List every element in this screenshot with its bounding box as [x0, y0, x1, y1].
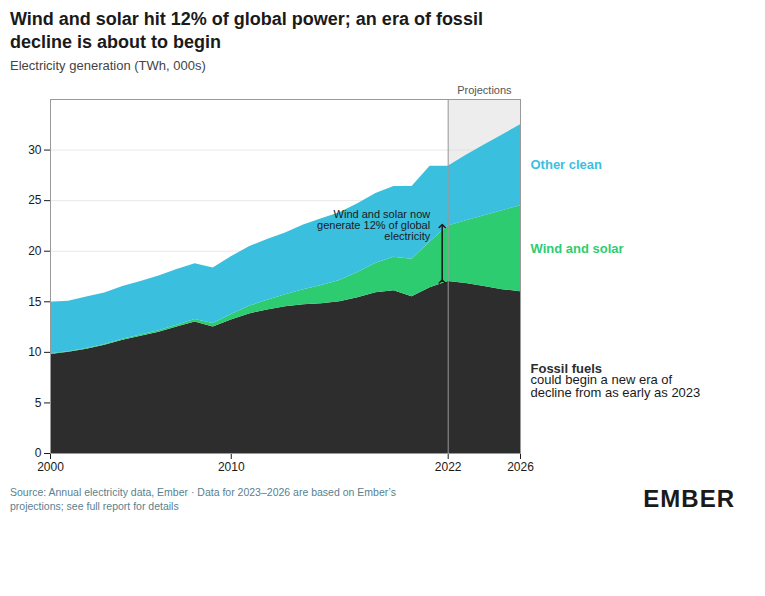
svg-text:20: 20 [28, 244, 42, 258]
svg-text:Wind and solar nowgenerate 12%: Wind and solar nowgenerate 12% of global… [317, 208, 431, 242]
svg-text:Fossil fuels: Fossil fuels [530, 360, 602, 376]
svg-text:15: 15 [28, 295, 42, 309]
svg-text:Other clean: Other clean [531, 157, 603, 172]
html-text:Source: Annual electricity dat: Source: Annual electricity data, Ember ·… [10, 486, 396, 512]
html-text:Wind and solar hit 12% of glob: Wind and solar hit 12% of global power; … [10, 9, 483, 52]
html-text:EMBER: EMBER [643, 485, 735, 512]
svg-text:2022: 2022 [435, 460, 462, 474]
svg-text:0: 0 [35, 446, 42, 460]
svg-text:Projections: Projections [457, 84, 512, 96]
svg-text:10: 10 [28, 345, 42, 359]
svg-text:could begin a new era ofdeclin: could begin a new era ofdecline from as … [531, 372, 701, 400]
svg-text:2026: 2026 [507, 460, 534, 474]
html-text:Electricity generation (TWh, 0: Electricity generation (TWh, 000s) [10, 58, 206, 73]
svg-text:25: 25 [28, 193, 42, 207]
svg-text:5: 5 [35, 396, 42, 410]
svg-text:2010: 2010 [218, 460, 245, 474]
svg-text:30: 30 [28, 143, 42, 157]
svg-text:2000: 2000 [37, 460, 64, 474]
svg-text:Wind and solar: Wind and solar [531, 241, 624, 256]
